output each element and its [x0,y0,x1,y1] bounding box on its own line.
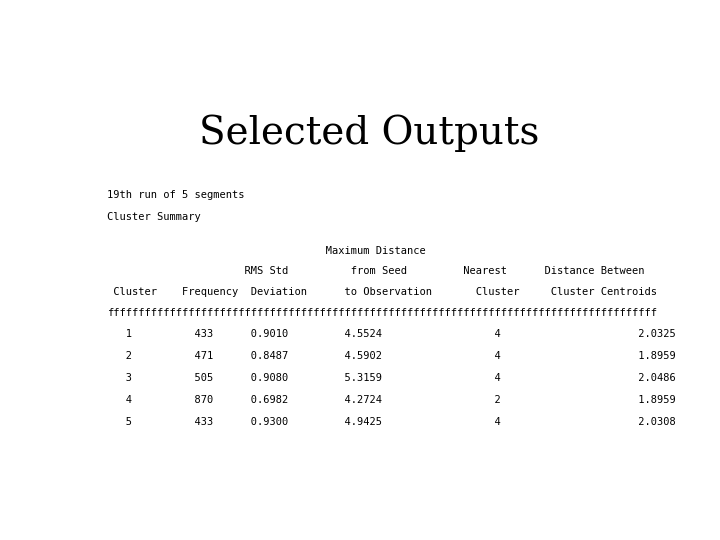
Text: Maximum Distance: Maximum Distance [107,246,426,255]
Text: 1          433      0.9010         4.5524                  4                    : 1 433 0.9010 4.5524 4 [107,329,675,339]
Text: 3          505      0.9080         5.3159                  4                    : 3 505 0.9080 5.3159 4 [107,373,675,383]
Text: Cluster    Frequency  Deviation      to Observation       Cluster     Cluster Ce: Cluster Frequency Deviation to Observati… [107,287,657,297]
Text: Selected Outputs: Selected Outputs [199,114,539,152]
Text: Cluster Summary: Cluster Summary [107,212,200,222]
Text: ffffffffffffffffffffffffffffffffffffffffffffffffffffffffffffffffffffffffffffffff: ffffffffffffffffffffffffffffffffffffffff… [107,308,657,318]
Text: 4          870      0.6982         4.2724                  2                    : 4 870 0.6982 4.2724 2 [107,395,675,405]
Text: 19th run of 5 segments: 19th run of 5 segments [107,190,244,200]
Text: RMS Std          from Seed         Nearest      Distance Between: RMS Std from Seed Nearest Distance Betwe… [107,266,644,276]
Text: 5          433      0.9300         4.9425                  4                    : 5 433 0.9300 4.9425 4 [107,417,675,427]
Text: 2          471      0.8487         4.5902                  4                    : 2 471 0.8487 4.5902 4 [107,351,675,361]
